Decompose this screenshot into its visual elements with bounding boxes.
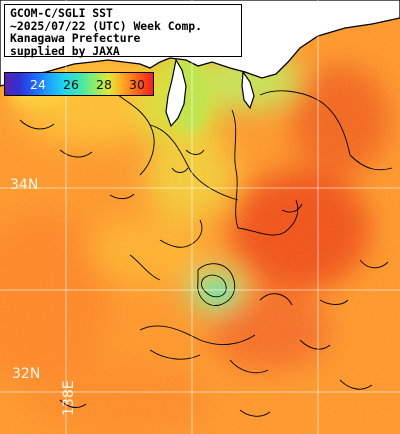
lat-label-32n: 32N — [12, 366, 41, 382]
title-line-1: GCOM-C/SGLI SST — [10, 6, 113, 20]
contour-lines — [19, 79, 393, 417]
miura-peninsula — [241, 70, 255, 110]
izu-peninsula — [165, 58, 187, 128]
title-line-4: supplied by JAXA — [10, 43, 120, 58]
lat-label-34n: 34N — [10, 177, 39, 193]
title-line-2: ~2025/07/22 (UTC) Week Comp. — [10, 18, 203, 33]
color-scale-bar: 24 26 28 30 — [4, 72, 154, 96]
scale-tick-24: 24 — [30, 77, 46, 92]
scale-tick-28: 28 — [96, 77, 112, 92]
scale-tick-30: 30 — [129, 77, 145, 92]
scale-tick-26: 26 — [63, 77, 79, 92]
title-line-3: Kanagawa Prefecture — [10, 31, 141, 46]
map-title: GCOM-C/SGLI SST ~2025/07/22 (UTC) Week C… — [4, 4, 242, 57]
lon-label-138e: 138E — [61, 380, 77, 416]
